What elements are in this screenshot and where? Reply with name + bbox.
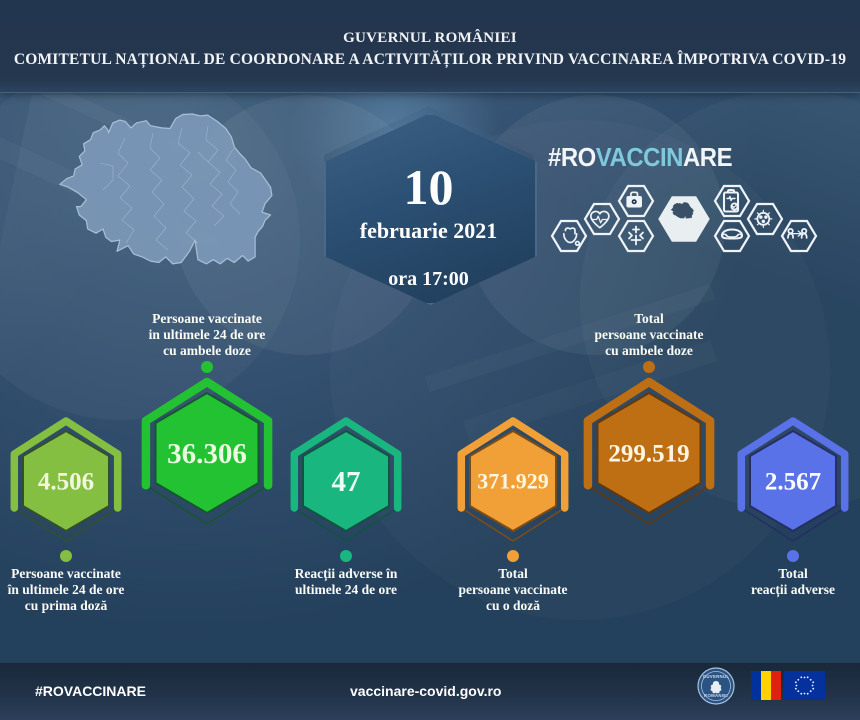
svg-text:47: 47 xyxy=(332,466,361,498)
svg-text:ROMÂNIEI: ROMÂNIEI xyxy=(704,693,728,698)
svg-text:371.929: 371.929 xyxy=(477,469,549,494)
svg-text:2.567: 2.567 xyxy=(765,469,821,496)
svg-text:GUVERNUL: GUVERNUL xyxy=(703,674,730,679)
svg-text:4.506: 4.506 xyxy=(38,469,94,496)
svg-text:299.519: 299.519 xyxy=(608,441,689,468)
svg-text:36.306: 36.306 xyxy=(167,438,247,470)
